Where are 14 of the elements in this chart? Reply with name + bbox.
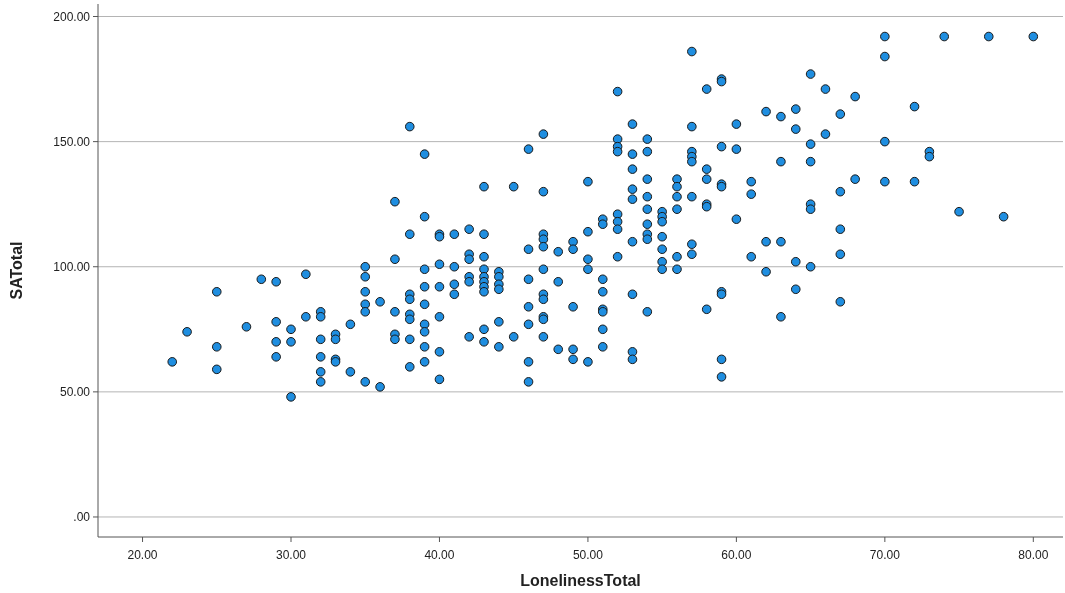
y-tick-label: 200.00 [53,9,91,24]
x-axis-title: LonelinessTotal [520,572,641,589]
y-tick-label: 150.00 [53,134,91,149]
x-tick-label: 20.00 [127,548,158,562]
x-tick-label: 80.00 [1018,548,1049,562]
x-tick-label: 30.00 [275,548,307,562]
x-tick-label: 60.00 [721,548,752,562]
x-tick-label: 40.00 [424,548,455,562]
y-axis-title: SATotal [8,241,25,300]
y-tick-label: 100.00 [53,259,91,274]
x-tick-label: 50.00 [572,548,604,562]
y-tick-label: .00 [73,509,91,524]
x-tick-label: 70.00 [869,548,901,562]
y-tick-label: 50.00 [59,384,91,399]
